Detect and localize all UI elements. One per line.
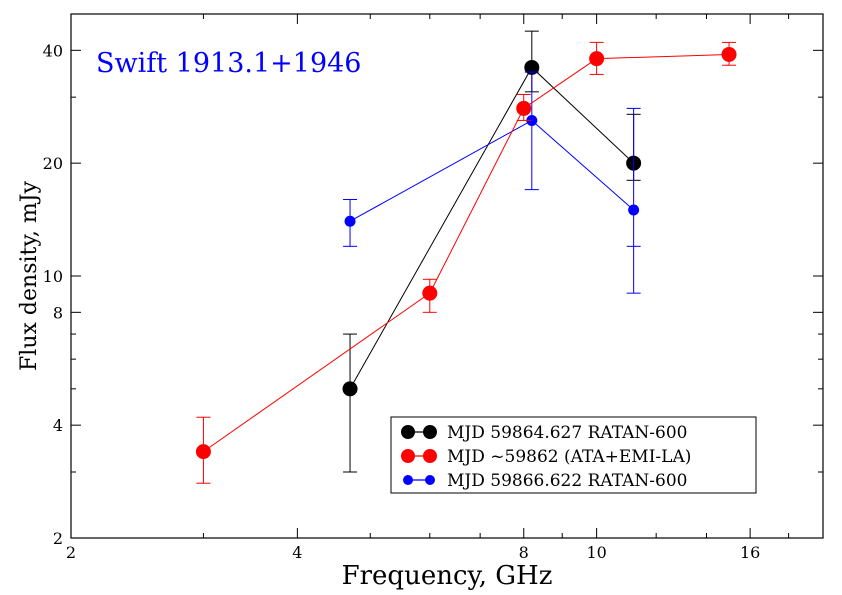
data-point xyxy=(526,114,538,126)
data-point xyxy=(524,59,540,75)
data-point xyxy=(344,215,356,227)
chart-annotation: Swift 1913.1+1946 xyxy=(96,48,361,79)
x-tick-label: 4 xyxy=(292,543,302,562)
legend-marker xyxy=(423,449,437,463)
series-3 xyxy=(343,71,641,294)
y-tick-label: 8 xyxy=(53,303,63,322)
legend-box xyxy=(390,416,757,494)
legend-label: MJD 59864.627 RATAN-600 xyxy=(447,423,688,443)
x-tick-label: 8 xyxy=(519,543,529,562)
data-point xyxy=(422,285,438,301)
legend-marker xyxy=(423,425,437,439)
legend-label: MJD 59866.622 RATAN-600 xyxy=(447,471,688,491)
y-tick-label: 10 xyxy=(43,267,63,286)
axes: 2 4 8 10 16 2 4 8 10 20 40 xyxy=(43,14,823,562)
y-tick-label: 20 xyxy=(43,154,63,173)
legend-marker xyxy=(401,425,415,439)
x-tick-label: 16 xyxy=(740,543,760,562)
legend-marker xyxy=(403,475,413,485)
legend-marker xyxy=(401,449,415,463)
x-tick-label: 10 xyxy=(586,543,606,562)
legend-entry-3: MJD 59866.622 RATAN-600 xyxy=(403,471,688,491)
data-point xyxy=(589,51,605,67)
y-tick-label: 40 xyxy=(43,41,63,60)
y-tick-label: 2 xyxy=(53,529,63,548)
y-tick-label: 4 xyxy=(53,416,63,435)
series-2 xyxy=(195,41,737,484)
legend-marker xyxy=(425,475,435,485)
data-point xyxy=(721,46,737,62)
data-point xyxy=(195,444,211,460)
data-point xyxy=(516,100,532,116)
legend-entry-2: MJD ~59862 (ATA+EMI-LA) xyxy=(401,447,691,467)
x-axis-title: Frequency, GHz xyxy=(342,561,553,591)
x-tick-label: 2 xyxy=(66,543,76,562)
data-point xyxy=(342,381,358,397)
legend-label: MJD ~59862 (ATA+EMI-LA) xyxy=(447,447,691,467)
legend-entry-1: MJD 59864.627 RATAN-600 xyxy=(401,423,688,443)
data-layer xyxy=(195,30,737,484)
data-point xyxy=(628,204,640,216)
legend: MJD 59864.627 RATAN-600 MJD ~59862 (ATA+E… xyxy=(390,416,757,494)
y-axis-title: Flux density, mJy xyxy=(17,180,42,370)
